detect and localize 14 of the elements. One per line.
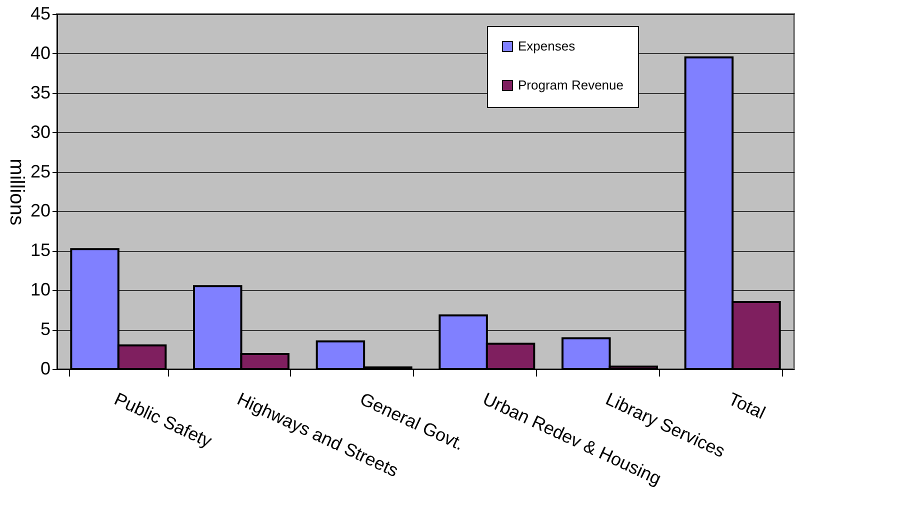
legend-label: Program Revenue [518, 78, 624, 92]
y-tick-label: 0 [40, 358, 50, 378]
y-tick-label: 40 [30, 42, 50, 63]
legend-label: Expenses [518, 38, 576, 54]
y-tick-label: 20 [30, 200, 50, 221]
y-tick-label: 30 [30, 122, 50, 142]
y-tick-label: 15 [30, 240, 50, 260]
y-axis-title: millions [5, 158, 28, 226]
x-tick-label: Total [725, 388, 768, 423]
y-tick-label: 35 [30, 82, 50, 102]
y-tick-label: 5 [40, 319, 50, 340]
y-tick-label: 25 [30, 161, 50, 182]
y-tick-label: 45 [30, 4, 50, 24]
y-tick-label: 10 [30, 280, 50, 300]
